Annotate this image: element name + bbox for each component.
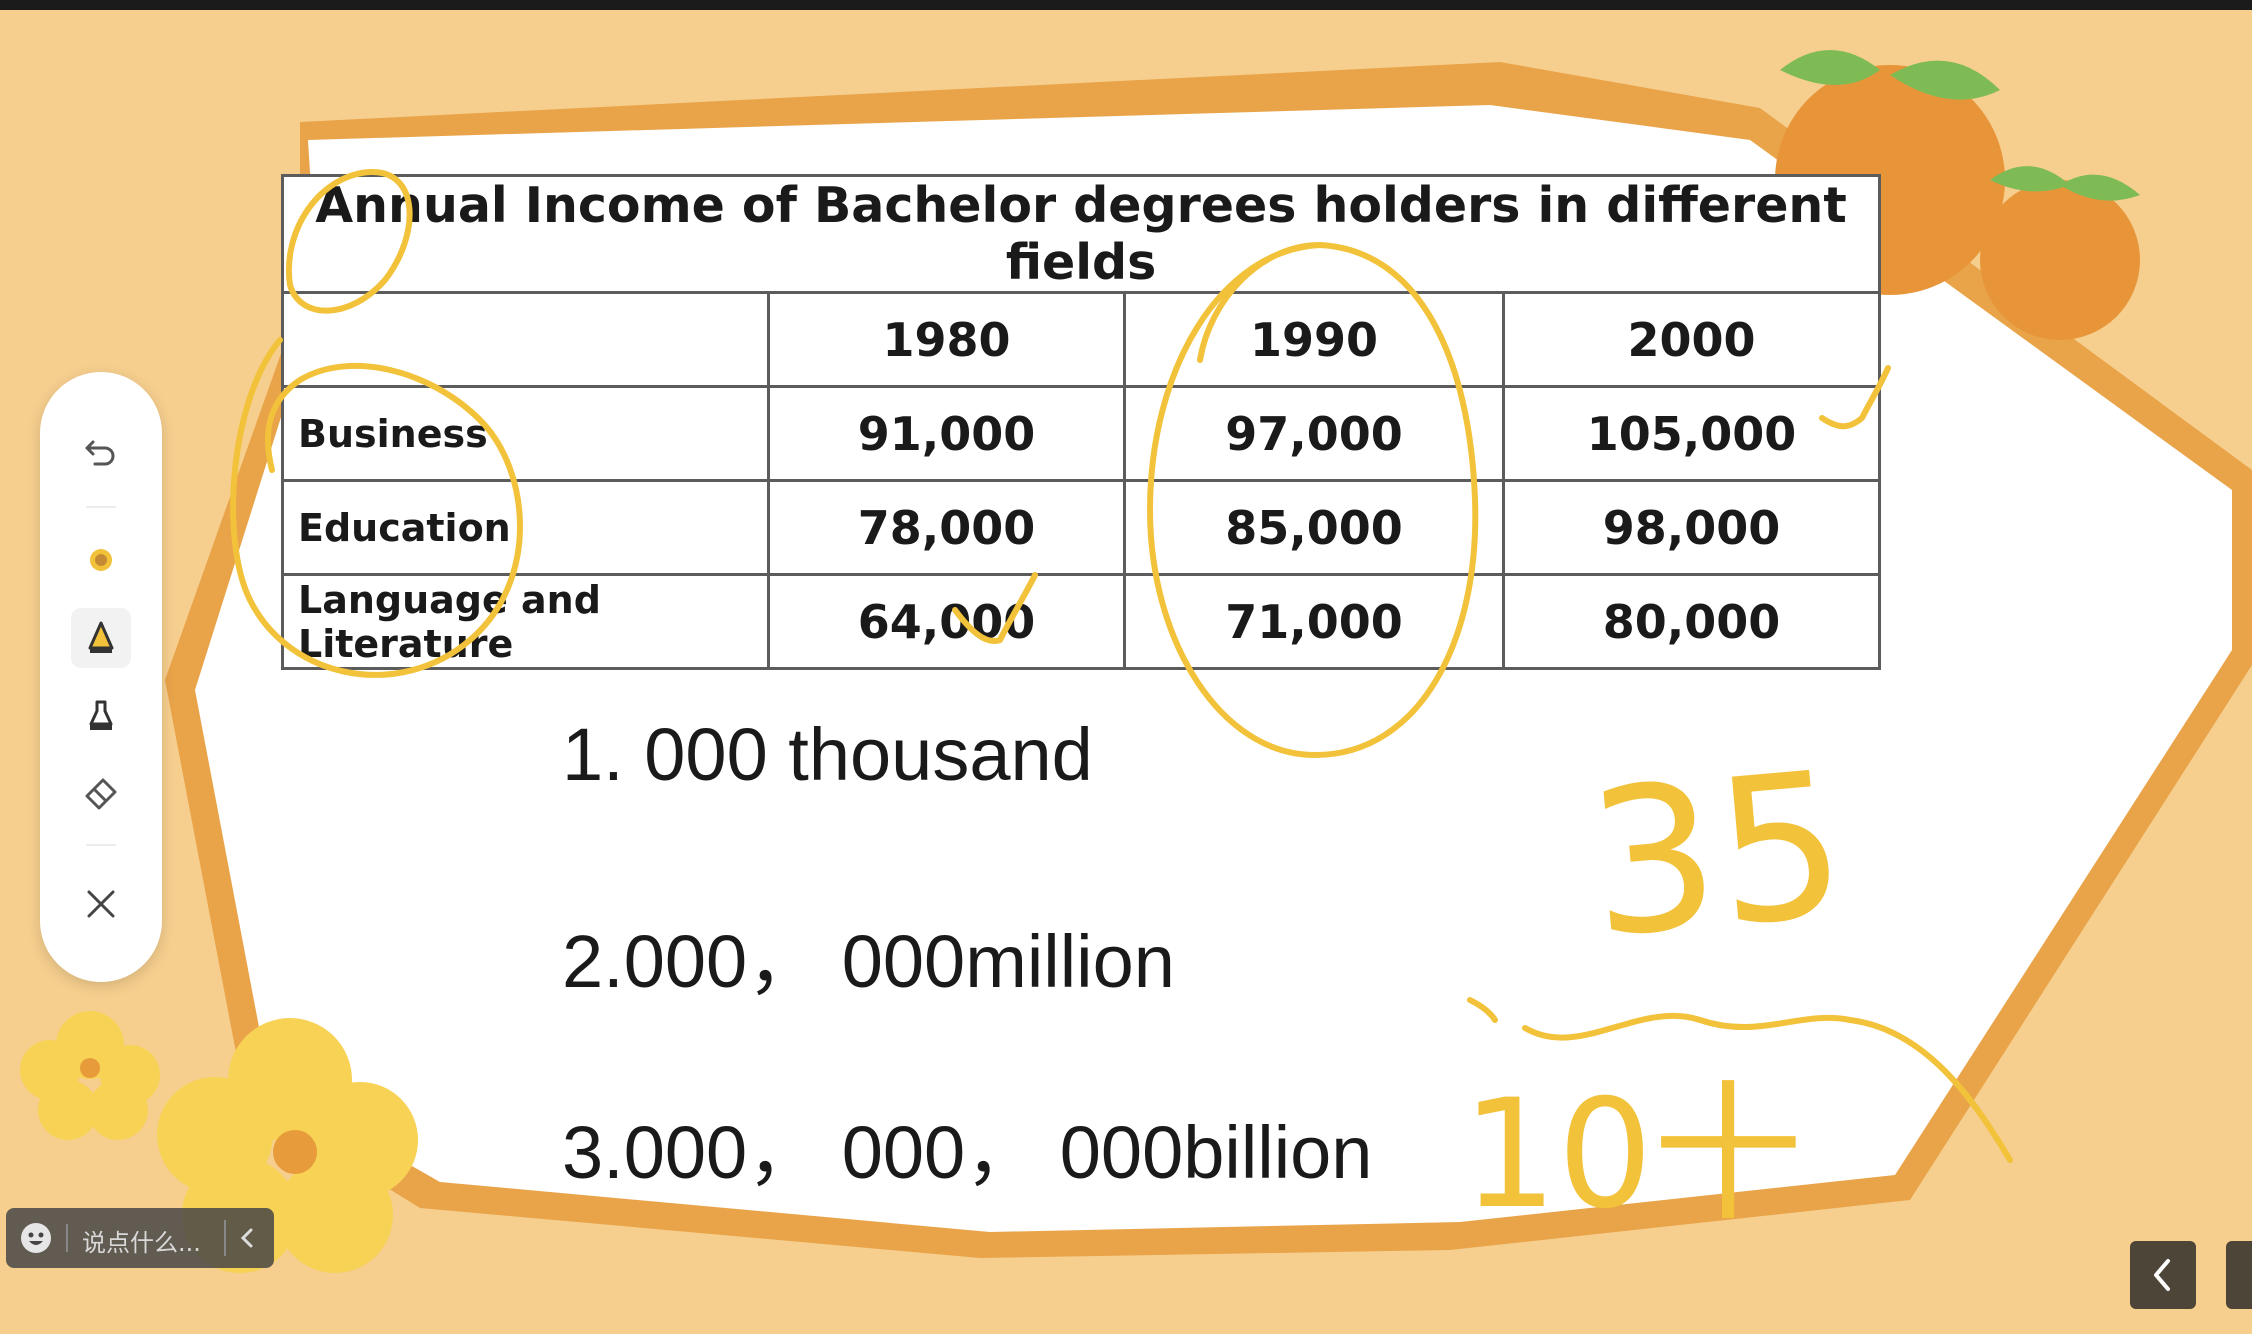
slide-line-billion: 3.000， 000， 000billion (562, 1111, 1373, 1194)
comment-input[interactable]: 说点什么... (6, 1208, 274, 1268)
table-cell: 105,000 (1501, 385, 1882, 482)
table-row: Education 78,000 85,000 98,000 (281, 479, 1882, 576)
row-label: Language and Literature (281, 573, 770, 670)
table-title: Annual Income of Bachelor degrees holder… (280, 174, 1882, 294)
comment-divider (66, 1224, 68, 1252)
close-icon (87, 890, 115, 918)
top-bar (0, 0, 2252, 10)
annotation-toolbar (40, 372, 162, 982)
income-table: Annual Income of Bachelor degrees holder… (280, 174, 1882, 670)
header-cell-2000: 2000 (1501, 291, 1882, 388)
close-toolbar-button[interactable] (71, 874, 131, 934)
table-cell: 85,000 (1123, 479, 1505, 576)
emoji-icon[interactable] (20, 1222, 52, 1254)
handwritten-characters: 10十 (1462, 1068, 1803, 1242)
color-dot-icon (90, 549, 112, 571)
marker-tool-button[interactable] (71, 686, 131, 746)
persimmon-small (1980, 166, 2140, 340)
header-cell-1990: 1990 (1123, 291, 1505, 388)
table-cell: 97,000 (1123, 385, 1505, 482)
pen-tool-button[interactable] (71, 608, 131, 668)
toolbar-divider (86, 506, 116, 508)
eraser-tool-button[interactable] (71, 762, 131, 822)
table-header-row: 1980 1990 2000 (281, 291, 1882, 388)
undo-button[interactable] (71, 422, 131, 482)
header-cell-1980: 1980 (767, 291, 1126, 388)
pen-icon (88, 621, 114, 653)
header-cell-blank (281, 291, 770, 388)
handwritten-number: 35 (1580, 728, 1855, 983)
chevron-left-icon (2154, 1259, 2170, 1291)
toolbar-divider (86, 844, 116, 846)
table-cell: 78,000 (767, 479, 1126, 576)
table-cell: 71,000 (1123, 573, 1505, 670)
slide-line-thousand: 1. 000 thousand (562, 713, 1093, 796)
table-cell: 98,000 (1501, 479, 1882, 576)
flower-small (20, 1011, 160, 1140)
undo-icon (85, 440, 115, 466)
comment-divider (224, 1220, 226, 1256)
color-picker-button[interactable] (71, 530, 131, 590)
table-row: Language and Literature 64,000 71,000 80… (281, 573, 1882, 670)
table-row: Business 91,000 97,000 105,000 (281, 385, 1882, 482)
chevron-left-icon[interactable] (238, 1226, 258, 1250)
table-cell: 64,000 (767, 573, 1126, 670)
row-label: Business (281, 385, 770, 482)
comment-placeholder: 说点什么... (82, 1229, 201, 1257)
prev-slide-button[interactable] (2130, 1241, 2196, 1309)
slide-line-million: 2.000， 000million (562, 920, 1175, 1003)
marker-icon (89, 700, 113, 730)
row-label: Education (281, 479, 770, 576)
table-cell: 80,000 (1501, 573, 1882, 670)
next-slide-button[interactable] (2226, 1241, 2252, 1309)
eraser-icon (85, 778, 117, 810)
table-cell: 91,000 (767, 385, 1126, 482)
